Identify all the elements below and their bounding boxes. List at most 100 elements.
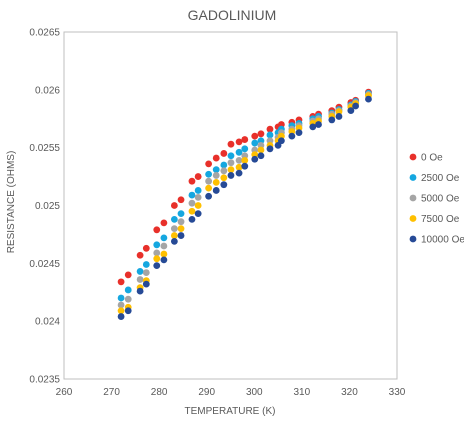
y-tick-label: 0.024 <box>35 317 60 328</box>
x-tick-label: 260 <box>56 387 73 398</box>
data-point <box>212 172 220 179</box>
data-point <box>205 170 213 178</box>
data-point <box>212 187 220 194</box>
data-point <box>177 210 185 218</box>
data-point <box>136 268 144 275</box>
data-point <box>205 192 213 200</box>
data-point <box>227 152 235 160</box>
data-point <box>212 178 220 186</box>
data-point <box>212 166 220 174</box>
data-point <box>315 121 322 128</box>
data-point <box>142 244 150 252</box>
data-point <box>136 287 144 295</box>
data-point <box>278 137 285 145</box>
data-point <box>220 161 228 169</box>
data-point <box>117 278 125 286</box>
data-point <box>153 241 161 249</box>
legend-label: 5000 Oe <box>421 194 460 205</box>
data-point <box>227 159 235 167</box>
data-point <box>251 155 259 163</box>
data-point <box>205 160 213 168</box>
series-0-oe <box>117 88 372 286</box>
data-point <box>117 301 125 309</box>
data-point <box>194 187 202 194</box>
data-point <box>177 218 185 226</box>
data-point <box>170 225 178 233</box>
data-point <box>205 184 213 192</box>
data-point <box>257 152 265 160</box>
x-tick-label: 270 <box>103 387 120 398</box>
data-point <box>220 181 228 189</box>
data-point <box>235 138 243 146</box>
x-tick-label: 320 <box>341 387 358 398</box>
data-point <box>153 255 161 263</box>
data-point <box>235 148 243 156</box>
data-point <box>352 102 360 110</box>
data-point <box>227 166 235 174</box>
data-point <box>136 251 144 259</box>
data-point <box>153 226 161 234</box>
chart-title: GADOLINIUM <box>188 7 277 23</box>
data-point <box>235 156 243 164</box>
legend: 0 Oe 2500 Oe 5000 Oe 7500 Oe 10000 Oe <box>409 153 464 246</box>
y-tick-label: 0.0255 <box>29 143 60 154</box>
x-tick-label: 290 <box>198 387 215 398</box>
data-point <box>251 139 259 147</box>
data-point <box>365 95 372 103</box>
data-point <box>117 307 125 315</box>
data-point <box>266 131 274 139</box>
data-point <box>309 123 317 131</box>
x-tick-label: 330 <box>389 387 406 398</box>
data-point <box>251 132 259 140</box>
data-point <box>124 307 132 315</box>
data-point <box>117 294 125 302</box>
y-tick-label: 0.026 <box>35 85 60 96</box>
data-point <box>194 194 202 201</box>
data-point <box>347 107 355 115</box>
y-axis-title: RESISTANCE (OHMS) <box>6 151 17 254</box>
data-point <box>241 145 249 153</box>
data-point <box>170 237 178 245</box>
data-point <box>170 202 178 209</box>
data-point <box>124 286 132 294</box>
data-point <box>235 163 243 171</box>
legend-marker <box>409 235 417 243</box>
data-point <box>170 215 178 223</box>
legend-marker <box>409 194 417 202</box>
data-point <box>177 232 185 239</box>
x-axis-title: TEMPERATURE (K) <box>185 406 276 417</box>
y-tick-label: 0.0265 <box>29 28 60 39</box>
data-point <box>188 199 196 207</box>
data-point <box>142 280 150 288</box>
x-tick-label: 280 <box>151 387 168 398</box>
y-tick-label: 0.025 <box>35 201 60 212</box>
data-point <box>266 125 274 133</box>
data-point <box>241 136 249 143</box>
data-point <box>194 210 202 218</box>
data-point <box>188 191 196 199</box>
data-point <box>220 174 228 182</box>
y-tick-label: 0.0235 <box>29 375 60 386</box>
data-point <box>257 146 265 154</box>
data-point <box>335 113 343 120</box>
data-point <box>220 167 228 175</box>
data-point <box>136 276 144 283</box>
data-point <box>220 150 228 157</box>
x-axis-ticks: 260 270 280 290 300 310 320 330 <box>56 387 406 398</box>
data-point <box>160 250 168 258</box>
data-point <box>160 242 168 250</box>
legend-label: 2500 Oe <box>421 173 460 184</box>
data-point <box>328 116 336 124</box>
data-point <box>188 207 196 215</box>
data-point <box>124 295 132 303</box>
legend-marker <box>409 174 417 181</box>
data-point <box>160 234 168 242</box>
data-point <box>194 173 202 180</box>
legend-label: 10000 Oe <box>421 235 464 246</box>
legend-label: 7500 Oe <box>421 214 460 225</box>
data-point <box>241 162 249 170</box>
data-point <box>288 132 296 140</box>
data-point <box>177 196 185 204</box>
data-point <box>142 269 150 276</box>
data-point <box>188 215 196 223</box>
